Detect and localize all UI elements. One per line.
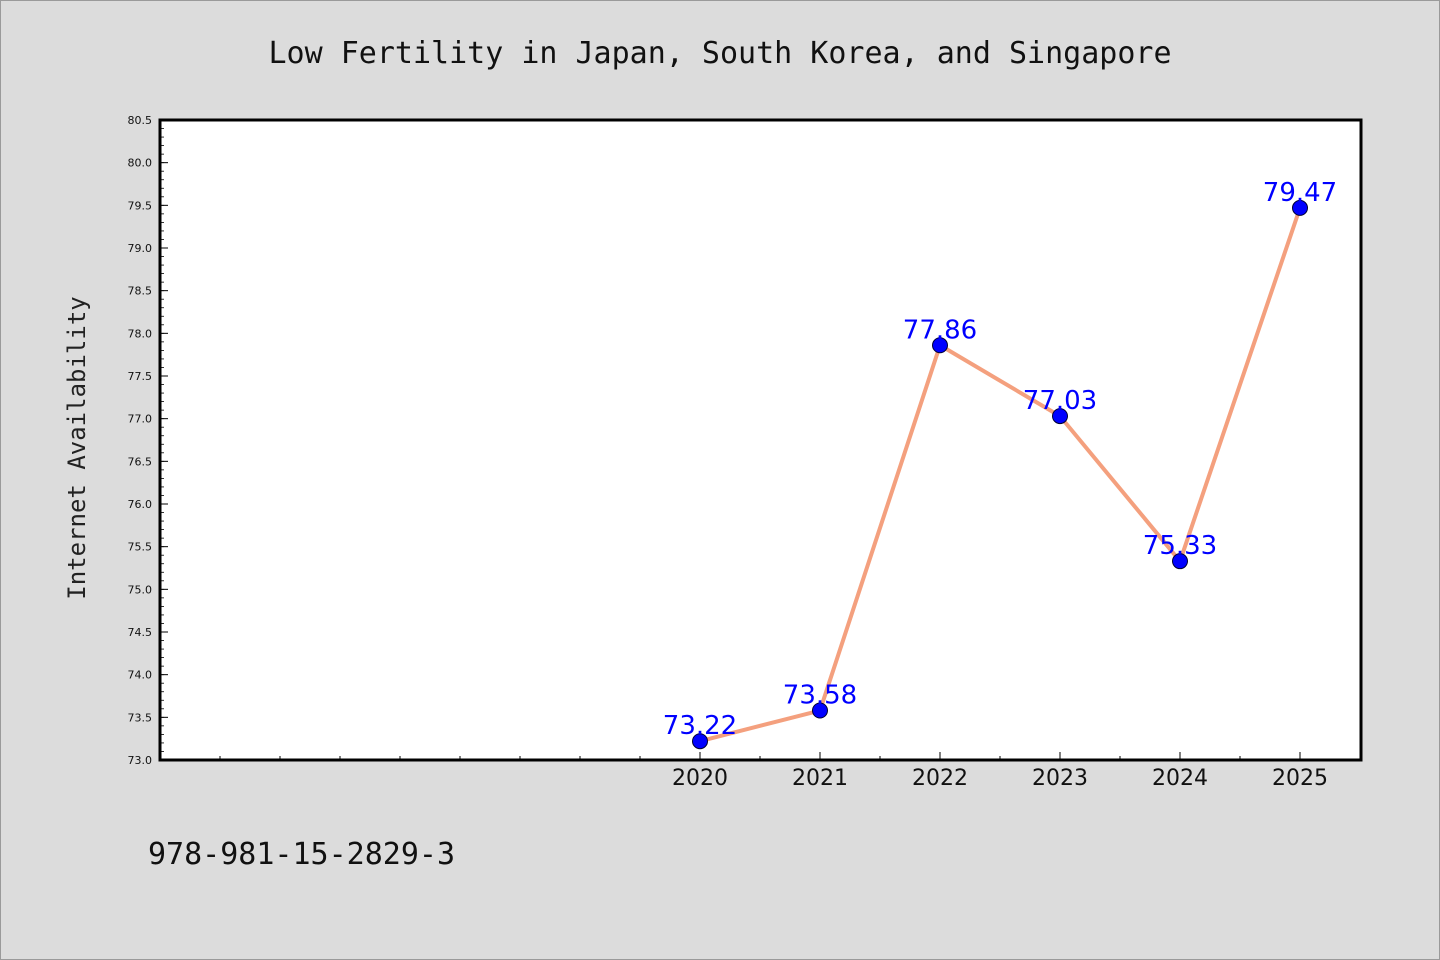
- series-line: [699, 207, 1302, 744]
- x-tick-label: 2024: [1152, 766, 1208, 791]
- y-tick-label: 78.5: [128, 285, 153, 298]
- data-point-marker: [1172, 553, 1188, 570]
- data-label: 79.47: [1263, 178, 1337, 208]
- y-tick-label: 80.5: [128, 114, 153, 127]
- data-label: 77.86: [903, 315, 977, 345]
- y-tick-label: 73.0: [128, 754, 153, 767]
- x-tick-label: 2021: [792, 766, 848, 791]
- y-tick-label: 75.5: [128, 541, 153, 554]
- plot-area: [158, 118, 1363, 762]
- data-point-marker: [812, 702, 828, 719]
- y-tick-label: 78.0: [128, 327, 153, 340]
- data-point-marker: [1292, 199, 1308, 216]
- x-tick-label: 2022: [912, 766, 968, 791]
- x-axis: 2020 2021 2022 2023 2024 2025: [219, 752, 1361, 791]
- chart-title: Low Fertility in Japan, South Korea, and…: [268, 36, 1171, 71]
- data-point-marker: [932, 337, 948, 354]
- y-tick-label: 76.5: [128, 455, 153, 468]
- x-tick-label: 2023: [1032, 766, 1088, 791]
- data-label: 77.03: [1023, 386, 1097, 416]
- y-tick-label: 73.5: [128, 711, 153, 724]
- x-tick-label: 2025: [1272, 766, 1328, 791]
- footnote-isbn: 978-981-15-2829-3: [148, 837, 455, 872]
- data-label: 73.22: [663, 711, 737, 741]
- y-tick-label: 77.0: [128, 413, 153, 426]
- data-point-marker: [1052, 408, 1068, 425]
- y-tick-label: 75.0: [128, 583, 153, 596]
- y-axis-label: Internet Availability: [63, 296, 91, 599]
- series-markers: [692, 199, 1308, 750]
- y-axis: 73.0 73.5 74.0 74.5 75.0 75.5 76.0 76.5 77.0 77.5…: [128, 114, 168, 767]
- y-tick-label: 74.0: [128, 669, 153, 682]
- data-point-marker: [692, 733, 708, 750]
- y-tick-label: 79.5: [128, 199, 153, 212]
- y-tick-label: 80.0: [128, 157, 153, 170]
- x-tick-label: 2020: [672, 766, 728, 791]
- y-tick-label: 74.5: [128, 626, 153, 639]
- data-labels: 73.22 73.58 77.86 77.03 75.33 79.47: [663, 178, 1337, 741]
- y-tick-label: 77.5: [128, 370, 153, 383]
- data-label: 73.58: [783, 681, 857, 711]
- y-tick-label: 76.0: [128, 498, 153, 511]
- y-tick-label: 79.0: [128, 242, 153, 255]
- data-label: 75.33: [1143, 531, 1217, 561]
